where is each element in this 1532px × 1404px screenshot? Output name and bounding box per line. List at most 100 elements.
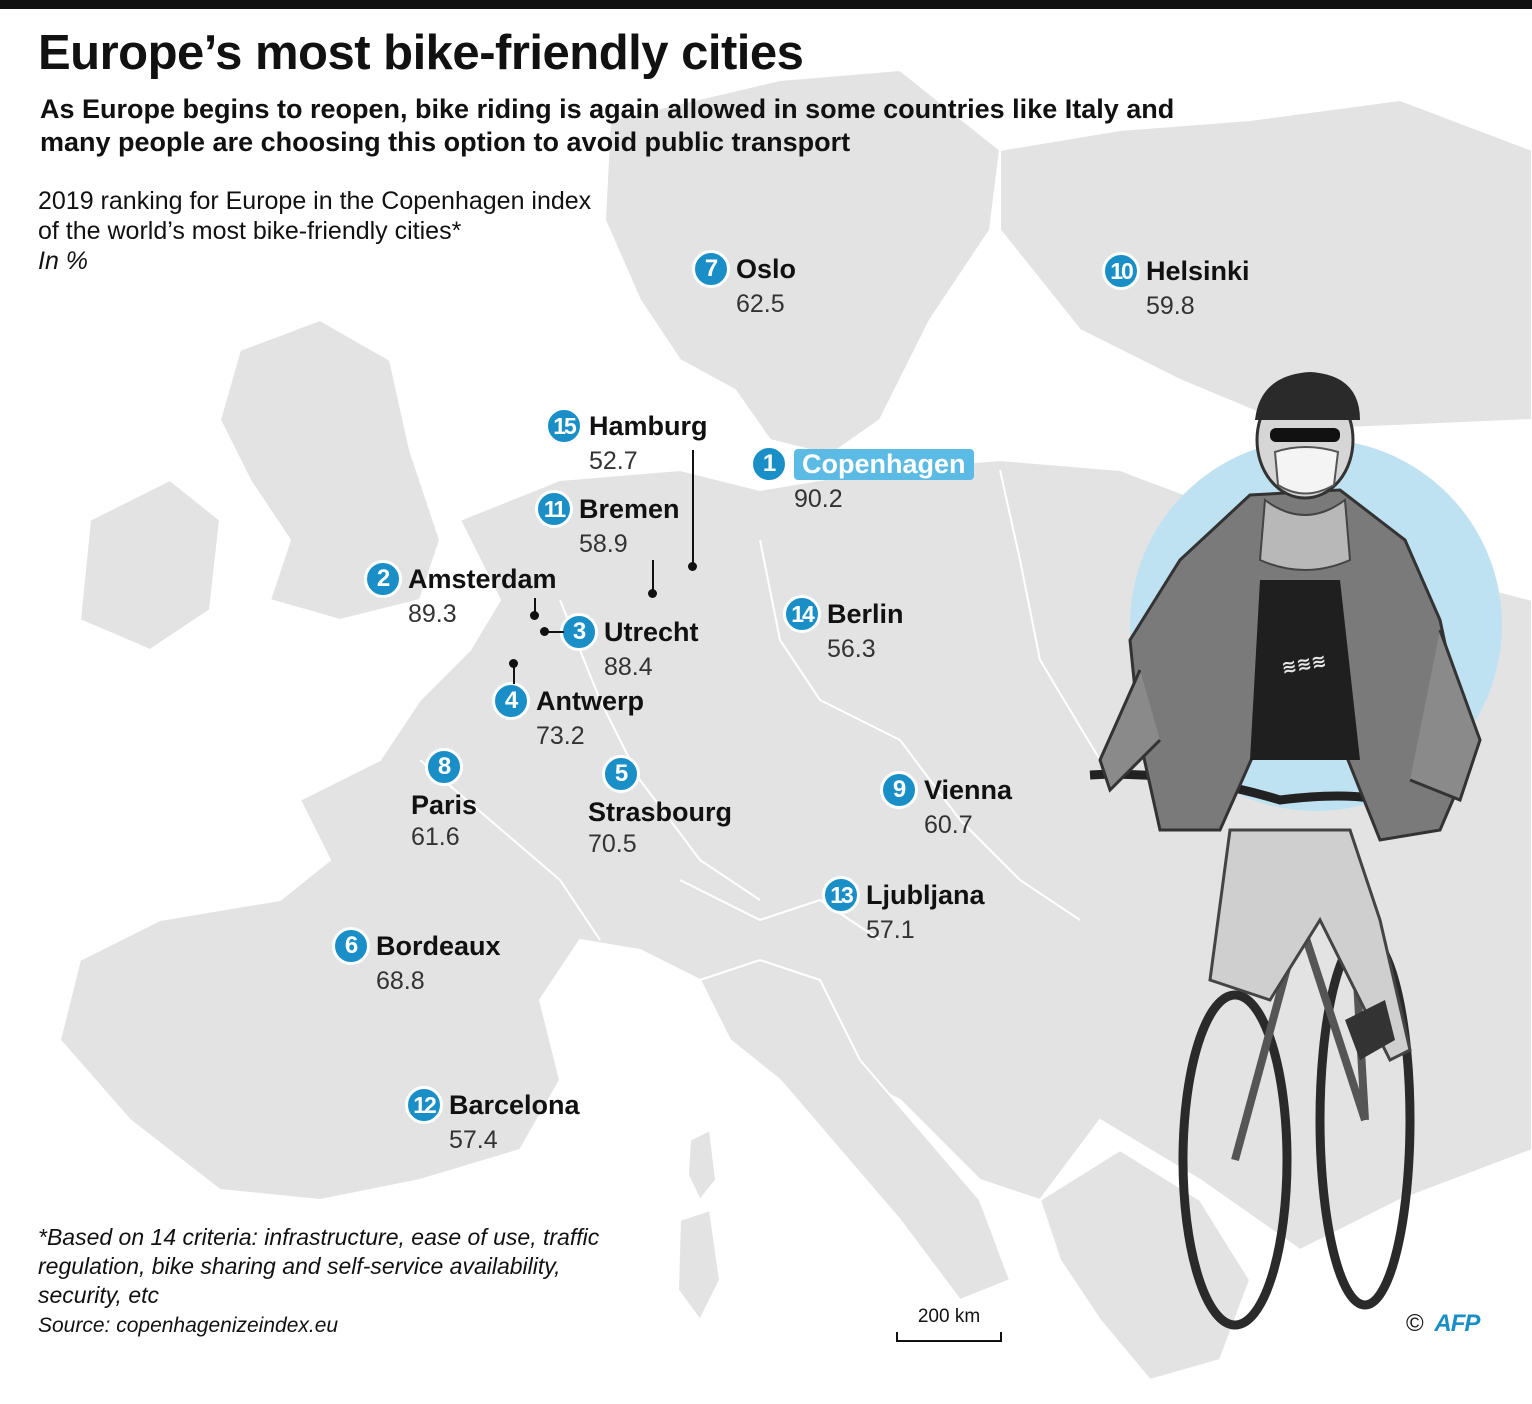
city-name: Amsterdam	[408, 563, 557, 594]
rider-scarf	[1258, 498, 1352, 571]
description-line-2: of the world’s most bike-friendly cities…	[38, 217, 462, 245]
rank-badge: 6	[332, 927, 370, 965]
rank-badge: 2	[364, 560, 402, 598]
rank-badge: 9	[880, 771, 918, 809]
location-dot-utrecht	[540, 627, 549, 636]
corsica-landmass	[686, 1128, 718, 1202]
city-score: 68.8	[376, 967, 425, 995]
city-marker-paris: 8 Paris 61.6	[411, 748, 477, 852]
city-marker-antwerp: 4 Antwerp 73.2	[492, 682, 644, 751]
city-marker-hamburg: 15 Hamburg 52.7	[545, 407, 708, 476]
leader-line-utrecht	[546, 631, 564, 633]
city-score: 57.1	[866, 916, 915, 944]
ireland-landmass	[78, 478, 222, 652]
finland-landmass	[999, 98, 1532, 432]
rider-glasses	[1270, 428, 1340, 442]
source-note: Source: copenhagenizeindex.eu	[38, 1314, 339, 1337]
city-name: Berlin	[827, 598, 904, 629]
unit-label: In %	[38, 247, 89, 275]
city-marker-vienna: 9 Vienna 60.7	[880, 771, 1012, 840]
top-rule	[0, 0, 1532, 9]
city-score: 57.4	[449, 1126, 498, 1154]
city-marker-strasbourg: 5 Strasbourg 70.5	[588, 755, 732, 859]
city-score: 73.2	[536, 722, 585, 750]
rider-face-mask	[1273, 446, 1340, 495]
city-name: Helsinki	[1146, 255, 1250, 286]
rank-badge: 7	[692, 250, 730, 288]
bicycle-rear-wheel	[1178, 990, 1292, 1330]
rank-badge: 3	[560, 613, 598, 651]
rider-arm-right	[1409, 629, 1482, 802]
city-score: 58.9	[579, 530, 628, 558]
city-marker-barcelona: 12 Barcelona 57.4	[405, 1086, 580, 1155]
page-title: Europe’s most bike-friendly cities	[38, 26, 804, 80]
subtitle: As Europe begins to reopen, bike riding …	[40, 94, 1175, 157]
city-score: 59.8	[1146, 292, 1195, 320]
rank-badge: 5	[602, 755, 640, 793]
city-score: 61.6	[411, 823, 460, 851]
copyright-symbol: ©	[1406, 1310, 1424, 1337]
city-score: 70.5	[588, 830, 637, 858]
leader-line-bremen	[652, 560, 654, 592]
city-score: 62.5	[736, 290, 785, 318]
city-name: Ljubljana	[866, 879, 985, 910]
border-line	[759, 539, 901, 741]
scale-bar: 200 km	[896, 1306, 1002, 1342]
scale-label: 200 km	[917, 1306, 981, 1327]
city-marker-bordeaux: 6 Bordeaux 68.8	[332, 927, 501, 996]
city-score: 60.7	[924, 811, 973, 839]
chart-description: 2019 ranking for Europe in the Copenhage…	[38, 186, 738, 276]
city-name: Oslo	[736, 253, 797, 284]
rider-helmet	[1255, 372, 1360, 420]
city-name: Hamburg	[589, 410, 708, 441]
rank-badge: 10	[1102, 252, 1140, 290]
city-name: Vienna	[924, 774, 1013, 805]
border-line	[899, 739, 1081, 921]
location-dot-bremen	[648, 589, 657, 598]
border-line	[999, 469, 1101, 761]
city-name: Antwerp	[536, 685, 644, 716]
city-marker-bremen: 11 Bremen 58.9	[535, 490, 680, 559]
rider-arm-left	[1098, 669, 1162, 793]
leader-line-amsterdam	[534, 598, 536, 614]
border-line	[559, 599, 761, 901]
credit: © AFP	[1406, 1310, 1480, 1338]
balkans-landmass	[1038, 1148, 1252, 1382]
city-score: 56.3	[827, 635, 876, 663]
city-marker-helsinki: 10 Helsinki 59.8	[1102, 252, 1250, 321]
rider-tshirt	[1250, 580, 1360, 760]
rank-badge: 12	[405, 1086, 443, 1124]
scale-bar-line	[896, 1332, 1002, 1342]
cyclist-photo: ≋≋≋	[1089, 372, 1502, 1330]
city-score: 52.7	[589, 447, 638, 475]
leader-line-hamburg	[692, 450, 694, 565]
border-line	[679, 879, 881, 941]
sardinia-landmass	[676, 1208, 722, 1322]
location-dot-antwerp	[509, 659, 518, 668]
city-marker-amsterdam: 2 Amsterdam 89.3	[364, 560, 557, 629]
great-britain-landmass	[218, 318, 442, 622]
city-marker-ljubljana: 13 Ljubljana 57.1	[822, 876, 985, 945]
italy-landmass	[698, 958, 1012, 1302]
rank-badge: 4	[492, 682, 530, 720]
afp-logo: AFP	[1434, 1310, 1480, 1337]
city-name: Paris	[411, 790, 478, 820]
leader-line-antwerp	[513, 664, 515, 684]
city-marker-copenhagen: 1 Copenhagen 90.2	[750, 445, 974, 514]
city-marker-utrecht: 3 Utrecht 88.4	[560, 613, 699, 682]
city-name: Copenhagen	[794, 448, 974, 480]
city-name: Bordeaux	[376, 930, 501, 961]
city-marker-oslo: 7 Oslo 62.5	[692, 250, 796, 319]
city-score: 88.4	[604, 653, 653, 681]
rank-badge: 14	[783, 595, 821, 633]
description-line-1: 2019 ranking for Europe in the Copenhage…	[38, 187, 592, 215]
location-dot-amsterdam	[530, 611, 539, 620]
scandinavia-landmass	[603, 68, 1002, 457]
footnote: *Based on 14 criteria: infrastructure, e…	[38, 1224, 600, 1308]
city-name: Bremen	[579, 493, 680, 524]
rank-badge: 8	[425, 748, 463, 786]
city-score: 90.2	[794, 485, 843, 513]
rank-badge: 1	[750, 445, 788, 483]
city-name: Utrecht	[604, 616, 699, 647]
border-line	[419, 759, 601, 941]
